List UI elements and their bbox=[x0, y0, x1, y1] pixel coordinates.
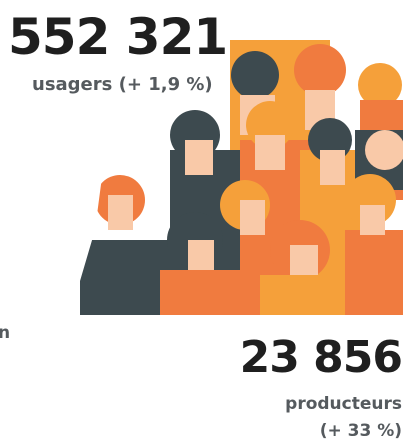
stat-label: producteurs bbox=[285, 394, 402, 414]
stat-value: 23 856 bbox=[240, 332, 402, 383]
stat-value: 552 321 bbox=[8, 8, 227, 66]
side-text: n bbox=[0, 323, 10, 343]
infographic: 552 321 usagers (+ 1,9 %) n 23 856 produ… bbox=[0, 0, 403, 442]
page: {"stat_top": {"value": "552 321", "label… bbox=[0, 0, 403, 442]
stat-label: usagers (+ 1,9 %) bbox=[32, 74, 213, 95]
stat-change: (+ 33 %) bbox=[320, 421, 402, 441]
